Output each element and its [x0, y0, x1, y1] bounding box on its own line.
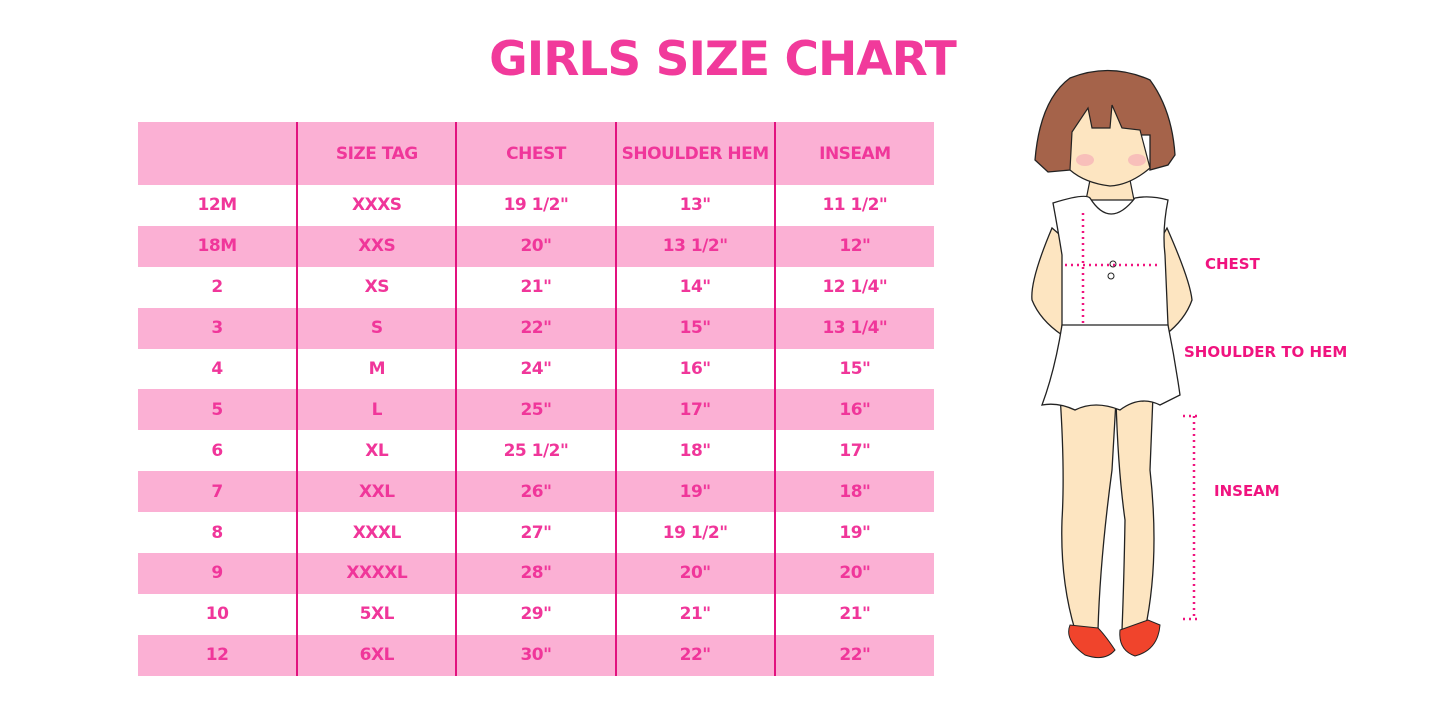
header-chest: CHEST [455, 122, 616, 185]
cell-chest: 26" [455, 471, 616, 513]
cell-age: 12 [138, 634, 298, 676]
cell-inseam: 18" [773, 471, 934, 513]
cell-shoulder-hem: 19 1/2" [614, 512, 775, 554]
size-table: SIZE TAG CHEST SHOULDER HEM INSEAM 12M XX… [138, 122, 934, 676]
left-arm [1031, 226, 1067, 337]
table-row: 6 XL 25 1/2" 18" 17" [138, 430, 934, 472]
cell-shoulder-hem: 14" [614, 266, 775, 308]
cell-age: 5 [138, 389, 298, 431]
cell-size-tag: XXXXL [296, 553, 457, 594]
cell-shoulder-hem: 19" [614, 471, 775, 513]
skirt [1040, 324, 1181, 411]
header-shoulder-hem: SHOULDER HEM [614, 122, 775, 185]
cell-inseam: 20" [773, 553, 934, 594]
cell-chest: 19 1/2" [455, 185, 616, 226]
cell-shoulder-hem: 13 1/2" [614, 225, 775, 267]
cell-size-tag: XXS [296, 225, 457, 267]
cell-age: 12M [197, 195, 238, 216]
table-row: 12 6XL 30" 22" 22" [138, 634, 934, 676]
left-shoe [1068, 624, 1116, 659]
page-title: GIRLS SIZE CHART [489, 32, 957, 87]
table-row: 10 5XL 29" 21" 21" [138, 593, 934, 635]
table-row: 18M XXS 20" 13 1/2" 12" [138, 225, 934, 267]
cell-shoulder-hem: 15" [614, 307, 775, 349]
left-leg [1059, 394, 1117, 631]
header-inseam: INSEAM [773, 122, 934, 185]
cell-age: 4 [211, 359, 223, 379]
cell-chest: 29" [455, 593, 616, 635]
chest-label: CHEST [1205, 255, 1260, 273]
button [1107, 272, 1115, 280]
table-row: 3 S 22" 15" 13 1/4" [138, 307, 934, 349]
cell-shoulder-hem: 13" [614, 185, 775, 226]
cell-inseam: 22" [773, 634, 934, 676]
cell-inseam: 19" [773, 512, 934, 554]
cell-chest: 27" [455, 512, 616, 554]
cell-size-tag: 6XL [296, 634, 457, 676]
hair [1034, 69, 1176, 173]
table-row: 9 XXXXL 28" 20" 20" [138, 553, 934, 594]
cell-chest: 25" [455, 389, 616, 431]
cell-chest: 22" [455, 307, 616, 349]
cell-inseam: 11 1/2" [773, 185, 934, 226]
cell-shoulder-hem: 16" [614, 348, 775, 390]
cell-inseam: 13 1/4" [773, 307, 934, 349]
cell-shoulder-hem: 20" [614, 553, 775, 594]
cell-age: 6 [211, 440, 223, 461]
cell-age: 2 [211, 277, 223, 298]
cell-chest: 28" [455, 553, 616, 594]
cell-chest: 21" [455, 266, 616, 308]
cell-size-tag: XXL [296, 471, 457, 513]
table-row: 4 M 24" 16" 15" [138, 348, 934, 390]
table-row: 2 XS 21" 14" 12 1/4" [138, 266, 934, 308]
right-shoe [1119, 619, 1161, 657]
face [1069, 104, 1151, 187]
cell-inseam: 12" [773, 225, 934, 267]
cell-age: 8 [211, 522, 223, 543]
cell-shoulder-hem: 22" [614, 634, 775, 676]
header-size-tag: SIZE TAG [296, 122, 457, 185]
cell-shoulder-hem: 18" [614, 430, 775, 472]
cell-age: 18M [138, 225, 298, 267]
cell-inseam: 12 1/4" [773, 266, 934, 308]
cell-shoulder-hem: 21" [614, 593, 775, 635]
cell-inseam: 21" [773, 593, 934, 635]
cell-chest: 25 1/2" [455, 430, 616, 472]
cell-chest: 20" [455, 225, 616, 267]
cell-size-tag: M [296, 348, 457, 390]
table-row: 7 XXL 26" 19" 18" [138, 471, 934, 513]
cell-chest: 30" [455, 634, 616, 676]
cell-inseam: 17" [773, 430, 934, 472]
right-leg [1115, 394, 1155, 631]
cell-size-tag: XXXS [296, 185, 457, 226]
cell-size-tag: XL [296, 430, 457, 472]
cell-size-tag: L [296, 389, 457, 431]
cell-age: 7 [138, 471, 298, 513]
table-row: 12M XXXS 19 1/2" 13" 11 1/2" [138, 185, 934, 226]
inseam-label: INSEAM [1214, 482, 1280, 500]
cell-chest: 24" [455, 348, 616, 390]
header-age [138, 122, 298, 185]
cell-size-tag: S [296, 307, 457, 349]
cell-size-tag: 5XL [296, 593, 457, 635]
cell-inseam: 15" [773, 348, 934, 390]
cell-shoulder-hem: 17" [614, 389, 775, 431]
cell-age: 9 [138, 553, 298, 594]
cell-size-tag: XS [296, 266, 457, 308]
cell-age: 3 [138, 307, 298, 349]
table-header-row: SIZE TAG CHEST SHOULDER HEM INSEAM [138, 122, 934, 185]
cell-age: 10 [205, 604, 229, 625]
cell-size-tag: XXXL [296, 512, 457, 554]
table-row: 8 XXXL 27" 19 1/2" 19" [138, 512, 934, 554]
table-row: 5 L 25" 17" 16" [138, 389, 934, 431]
cell-inseam: 16" [773, 389, 934, 431]
shoulder-to-hem-label: SHOULDER TO HEM [1184, 343, 1348, 361]
